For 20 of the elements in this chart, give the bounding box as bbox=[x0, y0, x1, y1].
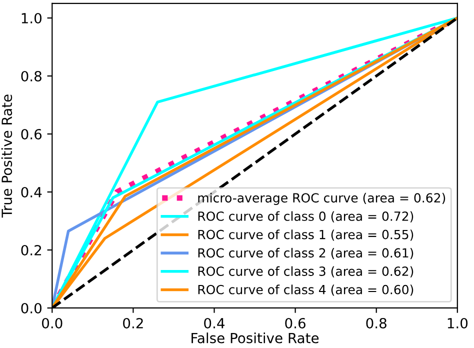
y-tick-label: 0.0 bbox=[21, 302, 42, 314]
x-axis-title: False Positive Rate bbox=[192, 332, 319, 344]
x-tick-label: 0.0 bbox=[42, 318, 62, 328]
legend-label: ROC curve of class 1 (area = 0.55) bbox=[198, 230, 414, 241]
legend-label: micro-average ROC curve (area = 0.62) bbox=[198, 192, 446, 205]
x-tick-label: 0.4 bbox=[204, 318, 225, 328]
legend-label: ROC curve of class 3 (area = 0.62) bbox=[198, 266, 414, 278]
y-axis-title: True Positive Rate bbox=[1, 94, 12, 218]
y-tick-label: 0.2 bbox=[21, 244, 42, 256]
x-tick-label: 0.6 bbox=[285, 318, 306, 328]
y-tick-label: 0.8 bbox=[21, 70, 42, 82]
x-tick-label: 0.2 bbox=[123, 318, 143, 328]
legend-label: ROC curve of class 4 (area = 0.60) bbox=[198, 284, 414, 296]
x-tick-label: 1.0 bbox=[448, 318, 468, 328]
y-tick-label: 1.0 bbox=[22, 12, 42, 24]
legend-label: ROC curve of class 2 (area = 0.61) bbox=[198, 248, 414, 260]
x-tick-label: 0.8 bbox=[366, 318, 386, 328]
y-tick-label: 0.6 bbox=[21, 128, 42, 140]
y-tick-label: 0.4 bbox=[21, 186, 42, 198]
legend-label: ROC curve of class 0 (area = 0.72) bbox=[198, 211, 414, 222]
